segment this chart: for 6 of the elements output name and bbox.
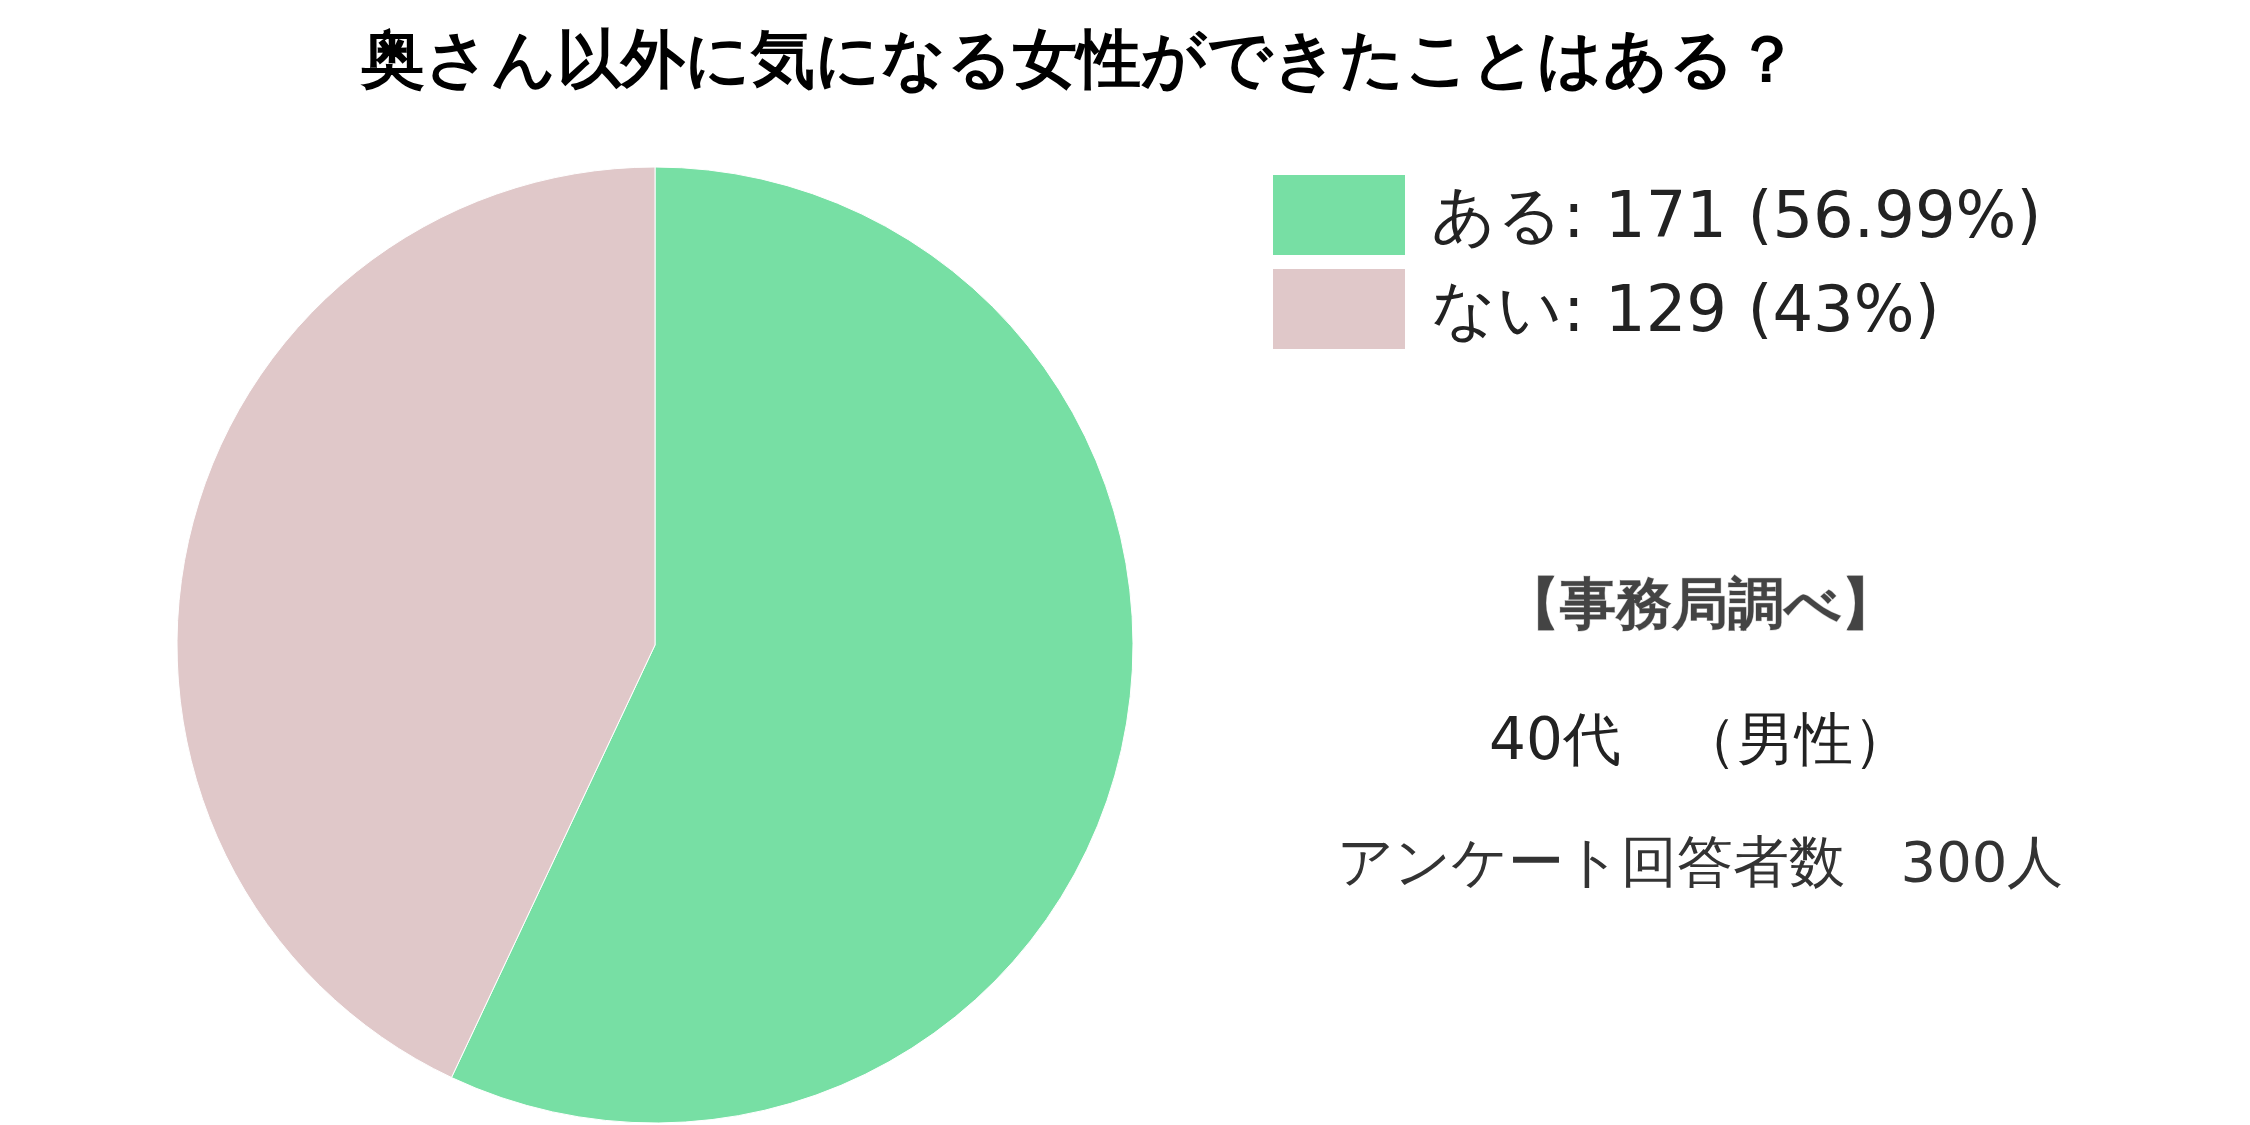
text: 【事務局調べ】: [1503, 570, 1897, 636]
legend-label: ない: 129 (43%): [1431, 272, 1940, 346]
legend-label: ある: 171 (56.99%): [1431, 178, 2042, 252]
chart-title: 奥さん以外に気になる女性ができたことはある？: [360, 22, 1799, 96]
text: 40代 （男性）: [1489, 705, 1911, 773]
text: アンケート回答者数 300人: [1336, 828, 2064, 894]
